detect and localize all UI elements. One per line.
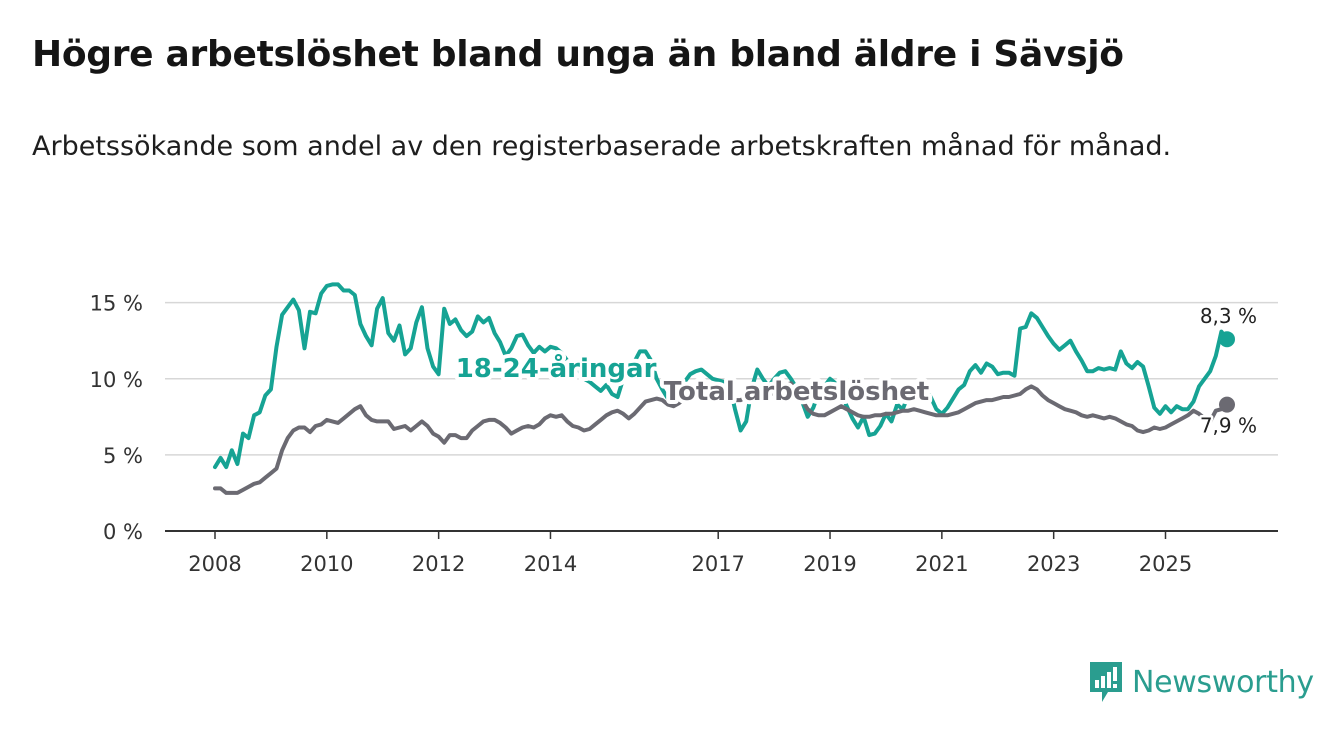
x-tick-label: 2010 xyxy=(300,552,353,576)
gridlines xyxy=(165,301,1278,456)
series-line-total xyxy=(213,381,1229,495)
x-tick-label: 2017 xyxy=(691,552,744,576)
newsworthy-logo-icon xyxy=(1090,662,1122,702)
end-marker-total xyxy=(1219,396,1235,413)
end-label-youth: 8,3 % xyxy=(1200,304,1257,328)
newsworthy-logo: Newsworthy xyxy=(1088,660,1314,704)
end-label-total: 7,9 % xyxy=(1200,414,1257,438)
x-tick-label: 2012 xyxy=(412,552,465,576)
x-tick-label: 2008 xyxy=(188,552,241,576)
x-tick-label: 2019 xyxy=(803,552,856,576)
series-label-youth: 18-24-åringar xyxy=(456,352,657,384)
series-label-total: Total arbetslöshet xyxy=(664,377,929,407)
chart-title: Högre arbetslöshet bland unga än bland ä… xyxy=(32,34,1124,75)
y-tick-label: 0 % xyxy=(103,520,143,544)
chart-subtitle: Arbetssökande som andel av den registerb… xyxy=(32,131,1172,162)
newsworthy-logo-text: Newsworthy xyxy=(1132,664,1314,700)
x-tick-label: 2021 xyxy=(915,552,968,576)
series-line-youth xyxy=(213,282,1229,470)
series-lines xyxy=(213,282,1235,495)
y-tick-label: 15 % xyxy=(90,292,143,316)
x-axis: 2008 2010 2012 2014 2017 2019 2021 2023 2025 xyxy=(165,530,1278,576)
y-tick-label: 10 % xyxy=(90,368,143,392)
x-tick-label: 2025 xyxy=(1139,552,1192,576)
y-axis: 0 % 5 % 10 % 15 % xyxy=(90,292,143,544)
end-marker-youth xyxy=(1219,331,1235,348)
x-tick-label: 2014 xyxy=(524,552,577,576)
x-tick-label: 2023 xyxy=(1027,552,1080,576)
y-tick-label: 5 % xyxy=(103,444,143,468)
